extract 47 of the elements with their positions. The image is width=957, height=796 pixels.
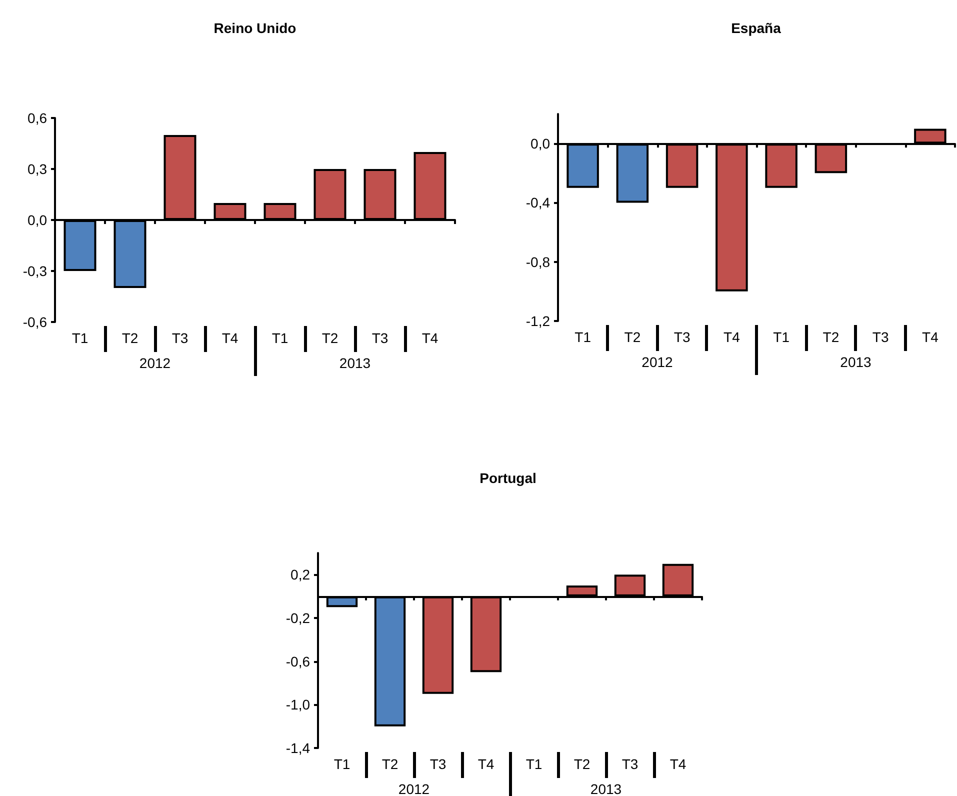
x-tick-label: T4 bbox=[922, 329, 939, 345]
y-tick-label: -1,4 bbox=[286, 740, 310, 756]
text: 2013 bbox=[840, 354, 872, 370]
x-tick-label: T4 bbox=[670, 756, 686, 772]
text: 2012 bbox=[642, 354, 674, 370]
y-tick-label: -1,2 bbox=[526, 313, 550, 329]
text: 2012 bbox=[398, 781, 430, 796]
text: 2012 bbox=[139, 355, 171, 371]
x-tick-label: T3 bbox=[430, 756, 446, 772]
x-tick-label: T1 bbox=[334, 756, 350, 772]
y-tick-label: -0,2 bbox=[286, 610, 310, 626]
y-tick-label: -0,6 bbox=[22, 314, 48, 330]
x-tick-label: T1 bbox=[526, 756, 542, 772]
x-tick-label: T3 bbox=[674, 329, 690, 345]
x-tick-label: T3 bbox=[872, 329, 889, 345]
y-tick-label: 0,0 bbox=[530, 136, 550, 152]
x-tick-label: T2 bbox=[574, 756, 590, 772]
y-tick-label: -0,8 bbox=[526, 254, 550, 270]
x-tick-label: T2 bbox=[322, 330, 338, 346]
text: 2013 bbox=[339, 355, 371, 371]
x-tick-label: T1 bbox=[773, 329, 790, 345]
y-tick-label: 0,6 bbox=[28, 110, 48, 126]
x-tick-label: T4 bbox=[422, 330, 438, 346]
x-tick-label: T3 bbox=[372, 330, 388, 346]
x-tick-label: T4 bbox=[222, 330, 238, 346]
y-tick-label: -0,3 bbox=[22, 263, 48, 279]
y-tick-label: -1,0 bbox=[286, 696, 310, 713]
y-tick-label: 0,2 bbox=[290, 566, 310, 583]
x-tick-label: T1 bbox=[574, 329, 592, 345]
x-tick-label: T2 bbox=[624, 329, 641, 345]
x-tick-label: T1 bbox=[72, 330, 88, 346]
y-tick-label: 0,0 bbox=[28, 212, 48, 228]
x-tick-label: T2 bbox=[122, 330, 138, 346]
y-tick-label: -0,6 bbox=[286, 653, 310, 670]
x-tick-label: T4 bbox=[478, 756, 494, 772]
chart-title: España bbox=[731, 20, 782, 36]
x-tick-label: T2 bbox=[382, 756, 398, 772]
x-tick-label: T3 bbox=[622, 756, 638, 772]
x-tick-label: T3 bbox=[172, 330, 188, 346]
chart-title: Portugal bbox=[480, 470, 536, 486]
x-tick-label: T4 bbox=[724, 329, 740, 345]
x-tick-label: T2 bbox=[822, 329, 840, 345]
y-tick-label: 0,3 bbox=[28, 161, 48, 177]
text: 2013 bbox=[590, 781, 622, 796]
y-tick-label: -0,4 bbox=[526, 194, 550, 211]
x-tick-label: T1 bbox=[272, 330, 288, 346]
chart-title: Reino Unido bbox=[214, 20, 296, 36]
